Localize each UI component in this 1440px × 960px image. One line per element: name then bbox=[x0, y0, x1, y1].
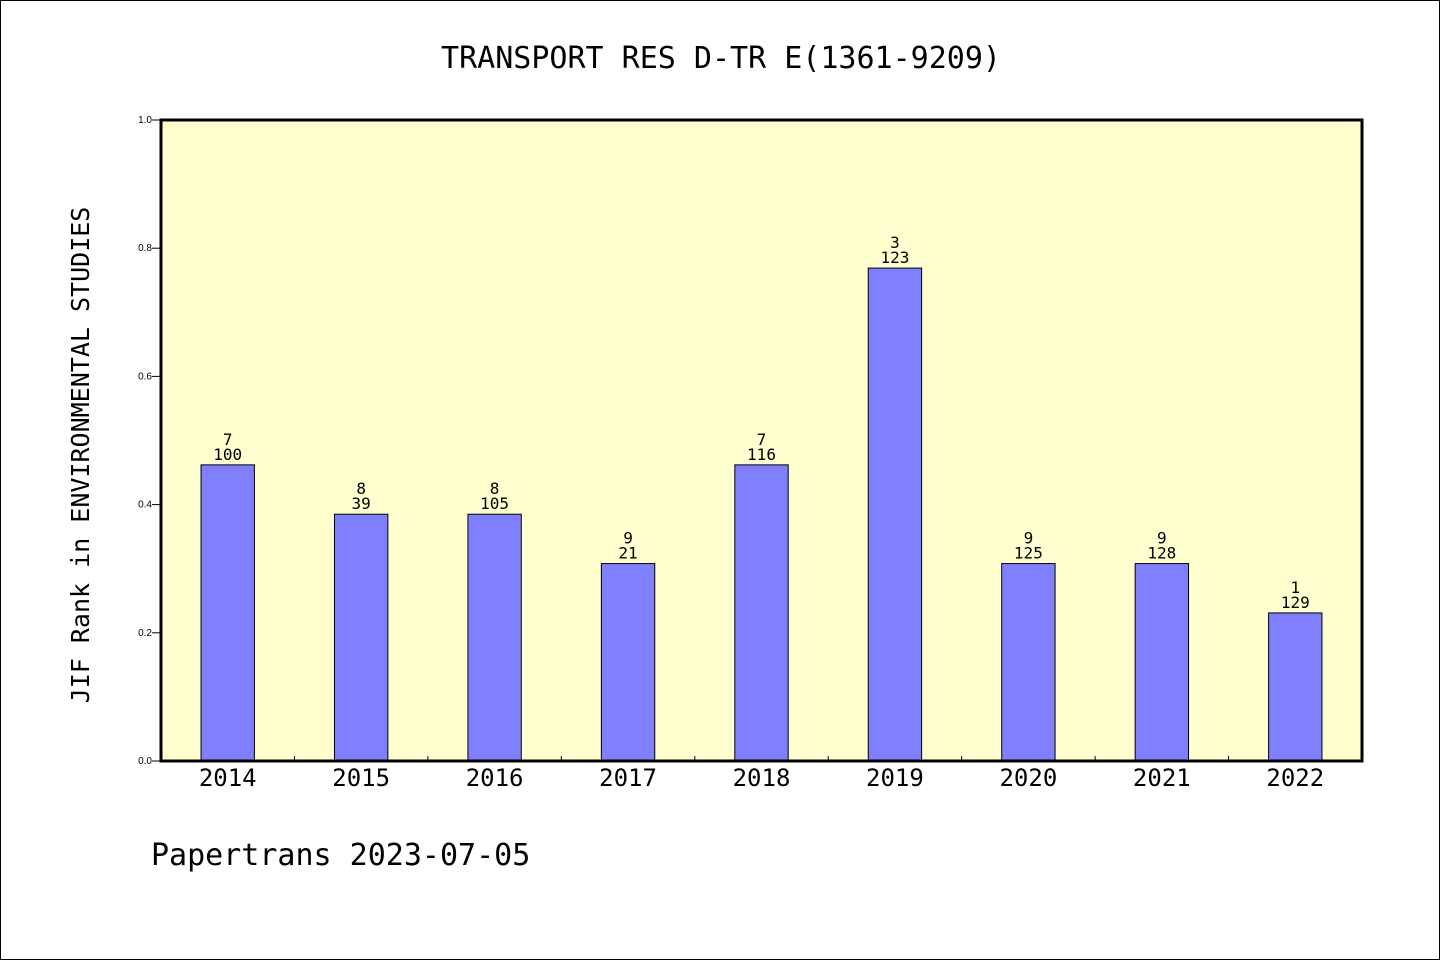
chart-title: TRANSPORT RES D-TR E(1361-9209) bbox=[441, 41, 1001, 76]
data-label-bottom: 128 bbox=[1147, 544, 1176, 563]
y-axis-label: JIF Rank in ENVIRONMENTAL STUDIES bbox=[66, 207, 95, 704]
data-label-top: 8 bbox=[490, 479, 500, 498]
bar-2014 bbox=[200, 464, 255, 762]
x-axis: 2014 2015 2016 2017 2018 2019 2020 2021 2022 bbox=[199, 756, 1324, 792]
bars-layer bbox=[200, 267, 1323, 762]
y-tick-label: 0.4 bbox=[138, 500, 152, 511]
data-label-top: 1 bbox=[1290, 578, 1300, 597]
data-label-bottom: 100 bbox=[213, 445, 242, 464]
data-label-top: 8 bbox=[356, 479, 366, 498]
data-label-bottom: 21 bbox=[618, 544, 637, 563]
y-tick-label: 0.6 bbox=[138, 371, 152, 382]
x-tick-label: 2019 bbox=[866, 764, 924, 792]
y-tick-label: 0.8 bbox=[138, 243, 152, 254]
data-label-bottom: 125 bbox=[1014, 544, 1043, 563]
data-label-bottom: 129 bbox=[1281, 593, 1310, 612]
y-tick-label: 0.0 bbox=[138, 756, 152, 767]
x-tick-label: 2018 bbox=[733, 764, 791, 792]
bar-2017 bbox=[600, 563, 656, 762]
bar-2018 bbox=[734, 464, 789, 762]
bar-2022 bbox=[1268, 612, 1323, 762]
plot-border bbox=[159, 118, 1364, 763]
bar-2015 bbox=[333, 513, 389, 762]
bar-2021 bbox=[1134, 563, 1190, 762]
y-tick-label: 1.0 bbox=[138, 115, 152, 126]
data-label-top: 9 bbox=[1157, 529, 1167, 548]
x-tick-label: 2016 bbox=[466, 764, 524, 792]
data-label-top: 7 bbox=[757, 430, 767, 449]
data-label-bottom: 116 bbox=[747, 445, 776, 464]
y-axis: 0.0 0.2 0.4 0.6 0.8 1.0 bbox=[138, 115, 161, 767]
x-tick-label: 2022 bbox=[1266, 764, 1324, 792]
data-label-top: 9 bbox=[623, 529, 633, 548]
x-tick-label: 2017 bbox=[599, 764, 657, 792]
bar-2020 bbox=[1001, 563, 1056, 762]
data-label-top: 3 bbox=[890, 233, 900, 252]
data-label-bottom: 39 bbox=[352, 494, 371, 513]
x-tick-label: 2021 bbox=[1133, 764, 1191, 792]
data-label-top: 7 bbox=[223, 430, 233, 449]
x-tick-label: 2020 bbox=[999, 764, 1057, 792]
data-label-bottom: 123 bbox=[880, 248, 909, 267]
x-tick-label: 2014 bbox=[199, 764, 257, 792]
footer-text: Papertrans 2023-07-05 bbox=[151, 838, 530, 873]
data-label-top: 9 bbox=[1024, 529, 1034, 548]
bar-2016 bbox=[467, 513, 522, 762]
data-label-bottom: 105 bbox=[480, 494, 509, 513]
y-tick-label: 0.2 bbox=[138, 628, 152, 639]
bar-2019 bbox=[867, 267, 923, 762]
x-tick-label: 2015 bbox=[332, 764, 390, 792]
